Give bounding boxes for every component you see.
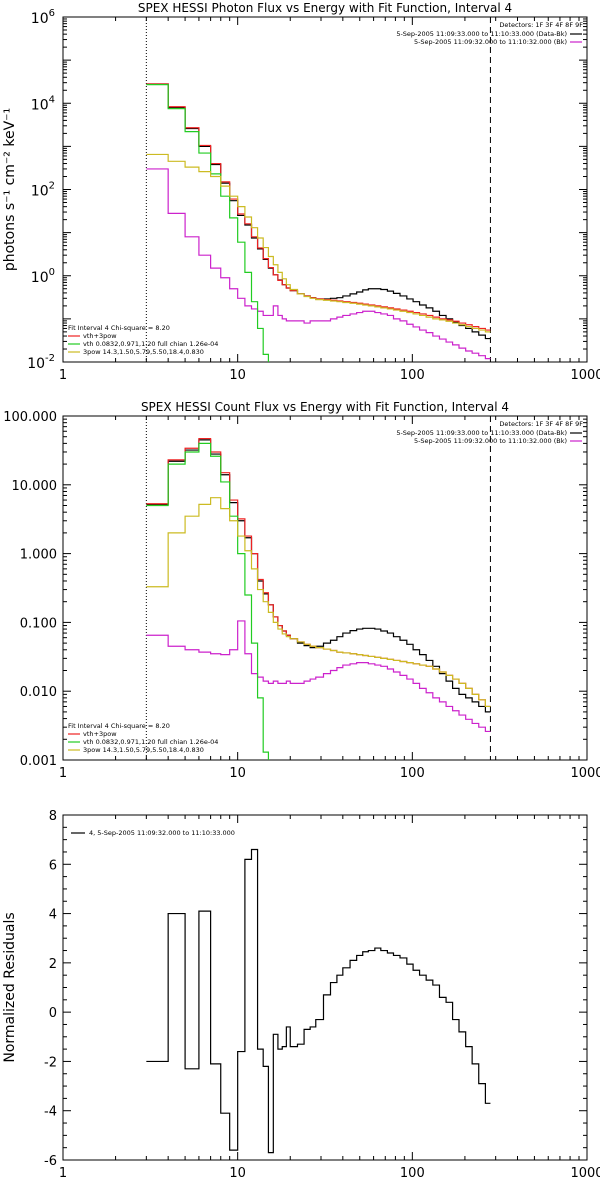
photon-chart-title: SPEX HESSI Photon Flux vs Energy with Fi… bbox=[138, 1, 512, 15]
residuals-series-4-5-sep-2005-11-09-32-000-to-11-10-33-000-line bbox=[146, 848, 491, 1154]
count-series-3pow-line bbox=[146, 497, 491, 708]
photon-flux-panel: SPEX HESSI Photon Flux vs Energy with Fi… bbox=[2, 1, 600, 383]
photon-y-tick-exponent: 0 bbox=[49, 267, 55, 278]
residuals-legend-text: 4, 5-Sep-2005 11:09:32.000 to 11:10:33.0… bbox=[89, 829, 235, 837]
count-chart-title: SPEX HESSI Count Flux vs Energy with Fit… bbox=[141, 400, 509, 414]
photon-series-vth-line bbox=[146, 84, 270, 362]
count-fit-header: Fit Interval 4 Chi-square = 8.20 bbox=[68, 722, 170, 730]
photon-y-tick-base: 10 bbox=[31, 97, 49, 113]
residuals-x-tick-label: 100 bbox=[400, 1166, 425, 1181]
photon-detectors-label: Detectors: 1F 3F 4F 8F 9F bbox=[499, 21, 583, 29]
count-series-bk-line bbox=[146, 620, 491, 733]
photon-y-tick-base: 10 bbox=[27, 356, 45, 372]
photon-y-tick-label: 10-2 bbox=[27, 353, 55, 372]
residuals-y-tick-label: -4 bbox=[44, 1105, 57, 1120]
photon-y-tick-exponent: 6 bbox=[49, 8, 55, 19]
photon-y-axis-label: photons s⁻¹ cm⁻² keV⁻¹ bbox=[2, 108, 18, 271]
photon-y-tick-base: 10 bbox=[31, 11, 49, 27]
residuals-x-tick-label: 1 bbox=[59, 1166, 67, 1181]
residuals-y-tick-label: -2 bbox=[44, 1055, 57, 1070]
photon-y-tick-label: 106 bbox=[31, 8, 55, 27]
photon-series-bk-line bbox=[146, 168, 491, 360]
photon-x-tick-label: 100 bbox=[400, 368, 425, 383]
photon-fit-header: Fit Interval 4 Chi-square = 8.20 bbox=[68, 324, 170, 332]
count-x-tick-label: 1000 bbox=[570, 766, 600, 781]
photon-legend-bottom-text: 3pow 14.3,1.50,5.79,5.50,18.4,0.830 bbox=[83, 348, 204, 356]
count-legend-top-text: 5-Sep-2005 11:09:32.000 to 11:10:32.000 … bbox=[414, 437, 567, 445]
count-legend-top-text: 5-Sep-2005 11:09:33.000 to 11:10:33.000 … bbox=[396, 429, 567, 437]
photon-legend-top-text: 5-Sep-2005 11:09:32.000 to 11:10:32.000 … bbox=[414, 38, 567, 46]
photon-series-vth-3pow-line bbox=[146, 83, 491, 331]
count-series-vth-line bbox=[146, 442, 270, 760]
count-flux-panel: SPEX HESSI Count Flux vs Energy with Fit… bbox=[3, 400, 600, 781]
count-legend-bottom-text: vth 0.0832,0.971,1.20 full chian 1.26e-0… bbox=[83, 738, 218, 746]
count-legend-bottom-text: 3pow 14.3,1.50,5.79,5.50,18.4,0.830 bbox=[83, 746, 204, 754]
residuals-series-group bbox=[146, 848, 491, 1154]
count-series-group bbox=[146, 437, 491, 760]
residuals-y-tick-label: -6 bbox=[44, 1154, 57, 1169]
photon-y-tick-label: 102 bbox=[31, 181, 55, 200]
count-x-tick-label: 10 bbox=[229, 766, 246, 781]
photon-x-tick-label: 1000 bbox=[570, 368, 600, 383]
photon-x-tick-label: 1 bbox=[59, 368, 67, 383]
count-x-tick-label: 100 bbox=[400, 766, 425, 781]
count-y-tick-label: 0.010 bbox=[20, 685, 57, 700]
photon-y-tick-base: 10 bbox=[31, 184, 49, 200]
residuals-x-tick-label: 10 bbox=[229, 1166, 246, 1181]
photon-legend-bottom-text: vth 0.0832,0.971,1.20 full chian 1.26e-0… bbox=[83, 340, 218, 348]
photon-series-3pow-line bbox=[146, 153, 491, 333]
count-y-tick-label: 1.000 bbox=[20, 548, 57, 563]
photon-legend-bottom-text: vth+3pow bbox=[83, 332, 117, 340]
residuals-y-tick-label: 6 bbox=[49, 858, 57, 873]
count-detectors-label: Detectors: 1F 3F 4F 8F 9F bbox=[499, 420, 583, 428]
photon-series-group bbox=[146, 83, 491, 362]
photon-y-tick-label: 100 bbox=[31, 267, 55, 286]
count-x-tick-label: 1 bbox=[59, 766, 67, 781]
residuals-y-axis-label: Normalized Residuals bbox=[2, 912, 18, 1062]
photon-plot-frame bbox=[62, 16, 588, 363]
count-legend-bottom-text: vth+3pow bbox=[83, 730, 117, 738]
photon-series-data-bk-line bbox=[146, 83, 491, 340]
residuals-y-tick-label: 2 bbox=[49, 957, 57, 972]
residuals-x-tick-label: 1000 bbox=[570, 1166, 600, 1181]
residuals-plot-frame bbox=[62, 814, 588, 1161]
photon-y-tick-label: 104 bbox=[31, 94, 55, 113]
residuals-y-tick-label: 8 bbox=[49, 809, 57, 824]
photon-legend-top-text: 5-Sep-2005 11:09:33.000 to 11:10:33.000 … bbox=[396, 30, 567, 38]
count-y-tick-label: 10.000 bbox=[12, 479, 58, 494]
photon-y-tick-exponent: 2 bbox=[49, 181, 55, 192]
photon-y-tick-exponent: 4 bbox=[49, 94, 55, 105]
count-y-tick-label: 100.000 bbox=[3, 410, 57, 425]
count-y-tick-label: 0.100 bbox=[20, 616, 57, 631]
count-plot-frame bbox=[62, 415, 588, 761]
photon-y-tick-exponent: -2 bbox=[45, 353, 55, 364]
residuals-y-tick-label: 0 bbox=[49, 1006, 57, 1021]
photon-y-tick-base: 10 bbox=[31, 270, 49, 286]
photon-x-tick-label: 10 bbox=[229, 368, 246, 383]
residuals-panel: 1 10 100 1000 -6 -4 -2 0 2 4 6 8 Normalized Residual… bbox=[2, 809, 600, 1181]
residuals-y-tick-label: 4 bbox=[49, 908, 57, 923]
count-series-data-bk-line bbox=[146, 439, 491, 713]
count-y-tick-label: 0.001 bbox=[20, 754, 57, 769]
